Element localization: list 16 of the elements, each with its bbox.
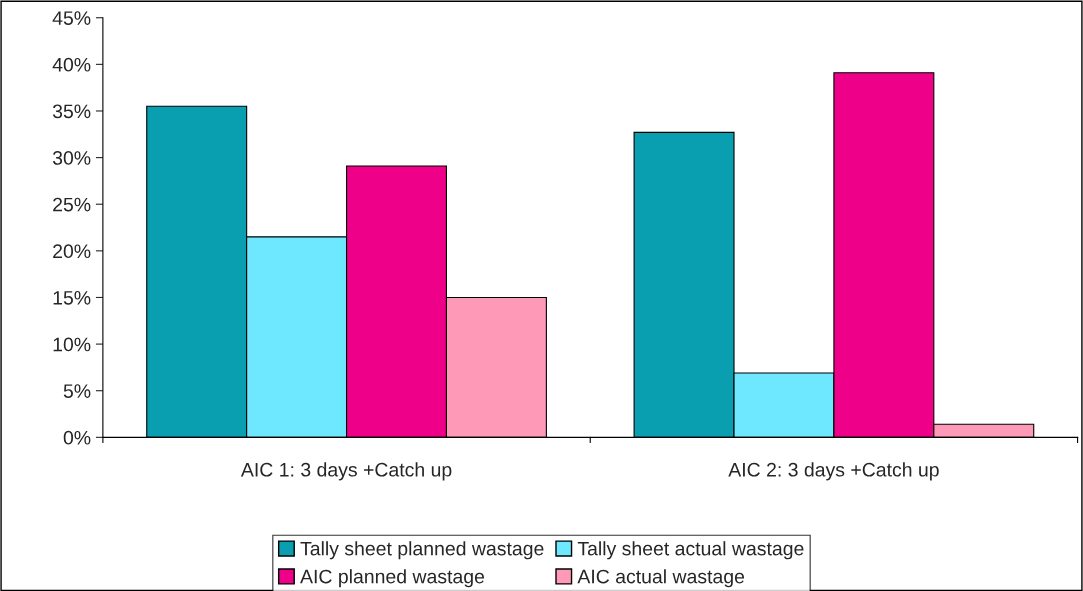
y-tick-label: 15% — [53, 291, 91, 305]
legend-label: AIC actual wastage — [577, 569, 745, 588]
y-tick-label: 25% — [53, 197, 91, 212]
x-tick-label: AIC 2: 3 days +Catch up — [728, 462, 939, 481]
legend-label: AIC planned wastage — [300, 569, 485, 588]
y-tick-label: 35% — [52, 104, 91, 119]
legend-label: Tally sheet planned wastage — [300, 541, 544, 560]
y-tick-label: 45% — [52, 11, 91, 25]
y-tick-label: 20% — [53, 244, 91, 259]
y-tick-label: 10% — [53, 337, 91, 352]
legend-label: Tally sheet actual wastage — [577, 541, 804, 560]
x-tick-label: AIC 1: 3 days +Catch up — [240, 462, 452, 481]
y-tick-label: 30% — [52, 151, 91, 165]
y-tick-label: 40% — [52, 57, 91, 72]
y-tick-label: 0% — [63, 430, 91, 445]
y-tick-label: 5% — [63, 384, 91, 398]
